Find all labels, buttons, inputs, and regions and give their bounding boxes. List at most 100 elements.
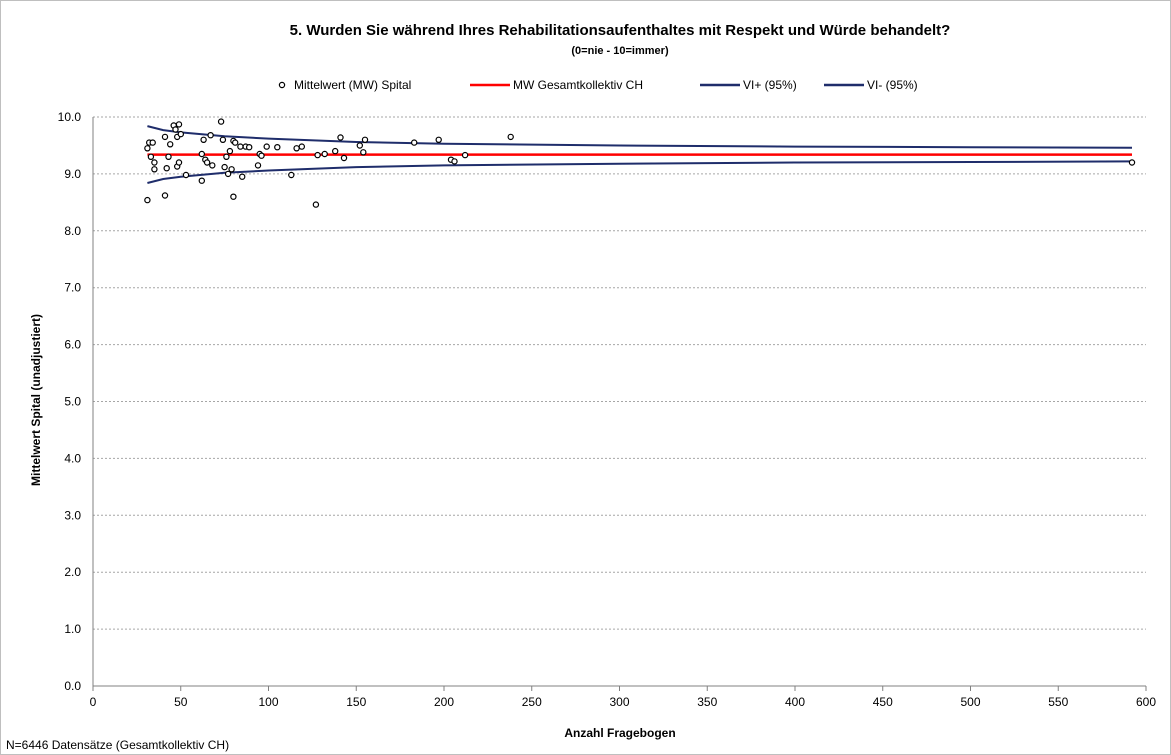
scatter-point (451, 158, 458, 165)
scatter-point (337, 134, 344, 141)
scatter-point (203, 159, 211, 166)
x-tick-label: 0 (90, 695, 97, 709)
scatter-point (219, 136, 227, 143)
scatter-point (217, 118, 225, 125)
scatter-point (172, 126, 179, 133)
scatter-point (238, 173, 246, 180)
scatter-point (461, 151, 469, 159)
scatter-point (149, 139, 156, 146)
scatter-point (209, 162, 216, 169)
y-tick-label: 0.0 (64, 679, 81, 693)
scatter-point (321, 150, 328, 158)
legend-label: MW Gesamtkollektiv CH (513, 78, 643, 92)
scatter-point (198, 150, 205, 158)
scatter-point (163, 164, 170, 172)
gridlines (93, 116, 1146, 630)
x-tick-label: 350 (697, 695, 717, 709)
y-axis-label: Mittelwert Spital (unadjustiert) (29, 314, 43, 486)
scatter-point (165, 153, 172, 160)
scatter-point (177, 130, 184, 138)
y-tick-label: 4.0 (64, 451, 81, 465)
scatter-point (254, 162, 262, 169)
scatter-point (1128, 159, 1136, 166)
scatter-point (175, 121, 183, 128)
x-tick-label: 100 (258, 695, 278, 709)
scatter-point (161, 133, 169, 141)
scatter-point (298, 143, 305, 150)
x-tick-label: 450 (873, 695, 893, 709)
scatter-point (144, 145, 151, 152)
scatter-point (332, 147, 339, 155)
y-tick-label: 6.0 (64, 338, 81, 352)
legend-label: VI+ (95%) (743, 78, 797, 92)
scatter-point (166, 141, 174, 148)
scatter-point (435, 136, 442, 143)
x-tick-label: 50 (174, 695, 188, 709)
legend: Mittelwert (MW) Spital MW Gesamtkollektiv… (278, 78, 918, 92)
x-tick-label: 200 (434, 695, 454, 709)
scatter-point (263, 143, 270, 150)
axes (92, 117, 1147, 691)
x-tick-label: 250 (522, 695, 542, 709)
scatter-point (147, 153, 155, 160)
y-tick-labels: 0.0 1.0 2.0 3.0 4.0 5.0 6.0 7.0 8.0 9.0 10.0 (58, 110, 82, 693)
scatter-point (228, 166, 235, 173)
scatter-point (312, 201, 320, 208)
legend-marker-circle (278, 81, 286, 89)
scatter-point (507, 133, 514, 141)
y-tick-label: 7.0 (64, 281, 81, 295)
x-axis-label: Anzahl Fragebogen (564, 726, 675, 740)
scatter-point (198, 177, 205, 184)
scatter-point (200, 136, 207, 143)
scatter-point (274, 143, 281, 151)
y-tick-label: 9.0 (64, 167, 81, 181)
y-tick-label: 1.0 (64, 622, 81, 636)
scatter-point (258, 152, 265, 159)
scatter-point (360, 149, 367, 156)
scatter-point (161, 192, 169, 199)
y-tick-label: 3.0 (64, 508, 81, 522)
legend-label: VI- (95%) (867, 78, 918, 92)
scatter-point (224, 170, 232, 178)
scatter-point (221, 163, 228, 171)
chart-title: 5. Wurden Sie während Ihres Rehabilitati… (290, 22, 951, 39)
y-tick-label: 10.0 (58, 110, 82, 124)
x-tick-label: 600 (1136, 695, 1156, 709)
y-tick-label: 8.0 (64, 224, 81, 238)
scatter-point (356, 142, 363, 149)
footnote: N=6446 Datensätze (Gesamtkollektiv CH) (6, 738, 229, 752)
x-tick-label: 300 (609, 695, 629, 709)
chart-subtitle: (0=nie - 10=immer) (571, 45, 669, 57)
ci-lower-line (147, 160, 1133, 184)
x-tick-label: 150 (346, 695, 366, 709)
scatter-point (245, 143, 253, 151)
x-tick-label: 400 (785, 695, 805, 709)
x-tick-label: 500 (960, 695, 980, 709)
y-tick-label: 5.0 (64, 395, 81, 409)
scatter-point (226, 147, 234, 155)
scatter-point (314, 151, 321, 159)
legend-label: Mittelwert (MW) Spital (294, 78, 411, 92)
scatter-point (231, 139, 239, 146)
scatter-point (175, 159, 183, 166)
scatter-point (151, 166, 158, 173)
scatter-point (182, 171, 190, 179)
y-tick-label: 2.0 (64, 565, 81, 579)
scatter-point (361, 136, 369, 143)
scatter-point (293, 145, 300, 152)
x-tick-label: 550 (1048, 695, 1068, 709)
scatter-point (223, 153, 230, 160)
x-tick-labels: 0 50 100 150 200 250 300 350 400 450 500 550 600 (90, 695, 1157, 709)
scatter-point (230, 193, 237, 200)
scatter-point (151, 159, 158, 166)
scatter-points (144, 118, 1136, 208)
scatter-point (207, 131, 214, 139)
scatter-point (411, 139, 418, 146)
scatter-point (144, 196, 151, 204)
scatter-point (288, 171, 295, 179)
scatter-point (340, 154, 348, 162)
scatter-point (237, 143, 244, 150)
